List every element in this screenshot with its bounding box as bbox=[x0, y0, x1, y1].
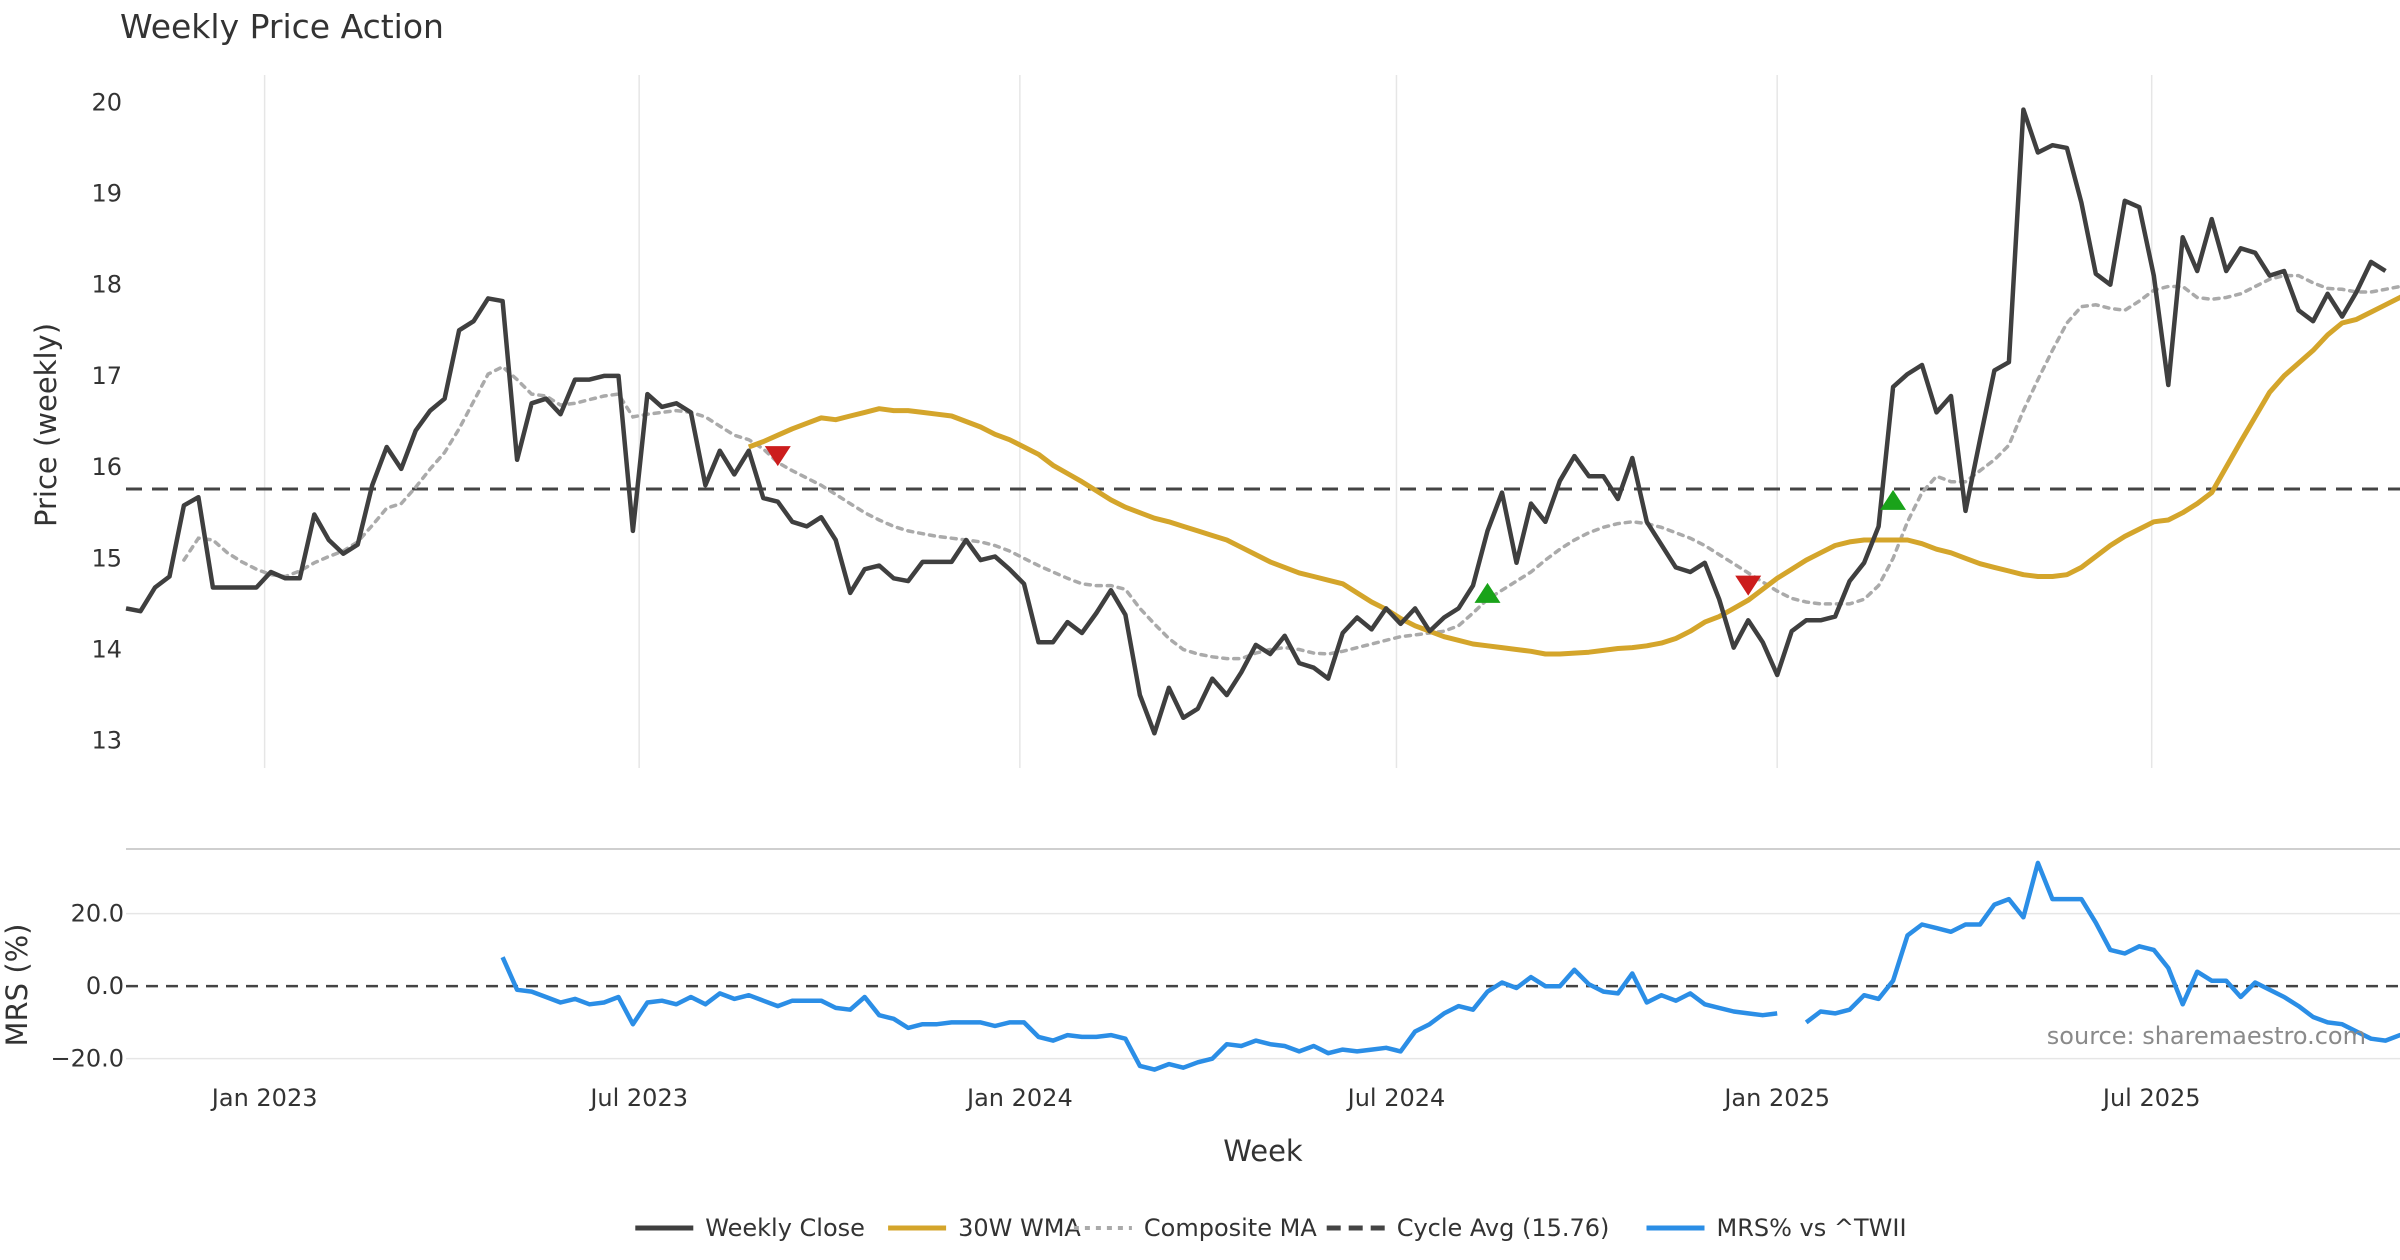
price-series bbox=[125, 107, 2400, 736]
price-y-axis-label: Price (weekly) bbox=[29, 323, 63, 527]
x-tick-label: Jul 2023 bbox=[588, 1084, 688, 1112]
price-y-ticks: 13 14 15 16 17 18 19 20 bbox=[91, 88, 122, 754]
sell-signal-marker bbox=[1735, 575, 1762, 596]
chart-title: Weekly Price Action bbox=[120, 7, 444, 46]
mrs-y-tick-label: 0.0 bbox=[86, 972, 124, 1000]
x-tick-label: Jan 2024 bbox=[965, 1084, 1073, 1112]
legend: Weekly Close 30W WMA Composite MA Cycle Avg… bbox=[635, 1214, 1907, 1242]
weekly-close-line bbox=[125, 107, 2387, 736]
x-tick-label: Jul 2024 bbox=[1346, 1084, 1446, 1112]
mrs-y-tick-label: −20.0 bbox=[50, 1045, 124, 1073]
source-note: source: sharemaestro.com bbox=[2047, 1022, 2366, 1050]
legend-label: Cycle Avg (15.76) bbox=[1397, 1214, 1610, 1242]
price-y-tick-label: 18 bbox=[91, 271, 122, 299]
x-tick-label: Jul 2025 bbox=[2101, 1084, 2201, 1112]
wma-30w-line bbox=[747, 294, 2400, 657]
legend-label: Composite MA bbox=[1144, 1214, 1317, 1242]
price-y-tick-label: 20 bbox=[91, 88, 122, 116]
x-tick-label: Jan 2023 bbox=[210, 1084, 318, 1112]
price-y-tick-label: 15 bbox=[91, 544, 122, 572]
price-y-tick-label: 13 bbox=[91, 727, 122, 755]
legend-label: 30W WMA bbox=[958, 1214, 1081, 1242]
mrs-y-ticks: −20.0 0.0 20.0 bbox=[50, 900, 124, 1073]
legend-label: MRS% vs ^TWII bbox=[1717, 1214, 1907, 1242]
mrs-series bbox=[126, 860, 2400, 1072]
composite-ma-line bbox=[182, 273, 2400, 661]
price-y-tick-label: 17 bbox=[91, 362, 122, 390]
price-grid bbox=[263, 75, 2153, 768]
mrs-line bbox=[1804, 860, 2400, 1043]
price-y-tick-label: 19 bbox=[91, 180, 122, 208]
mrs-line bbox=[500, 956, 1778, 1072]
mrs-y-axis-label: MRS (%) bbox=[0, 924, 34, 1047]
x-axis-label: Week bbox=[1223, 1134, 1303, 1168]
mrs-y-tick-label: 20.0 bbox=[71, 900, 124, 928]
price-y-tick-label: 16 bbox=[91, 453, 122, 481]
x-tick-label: Jan 2025 bbox=[1722, 1084, 1830, 1112]
buy-signal-marker bbox=[1880, 489, 1907, 510]
legend-label: Weekly Close bbox=[705, 1214, 865, 1242]
sell-signal-marker bbox=[764, 446, 791, 467]
price-y-tick-label: 14 bbox=[91, 635, 122, 663]
buy-signal-marker bbox=[1474, 582, 1501, 603]
x-ticks: Jan 2023 Jul 2023 Jan 2024 Jul 2024 Jan 2025… bbox=[210, 1084, 2201, 1112]
